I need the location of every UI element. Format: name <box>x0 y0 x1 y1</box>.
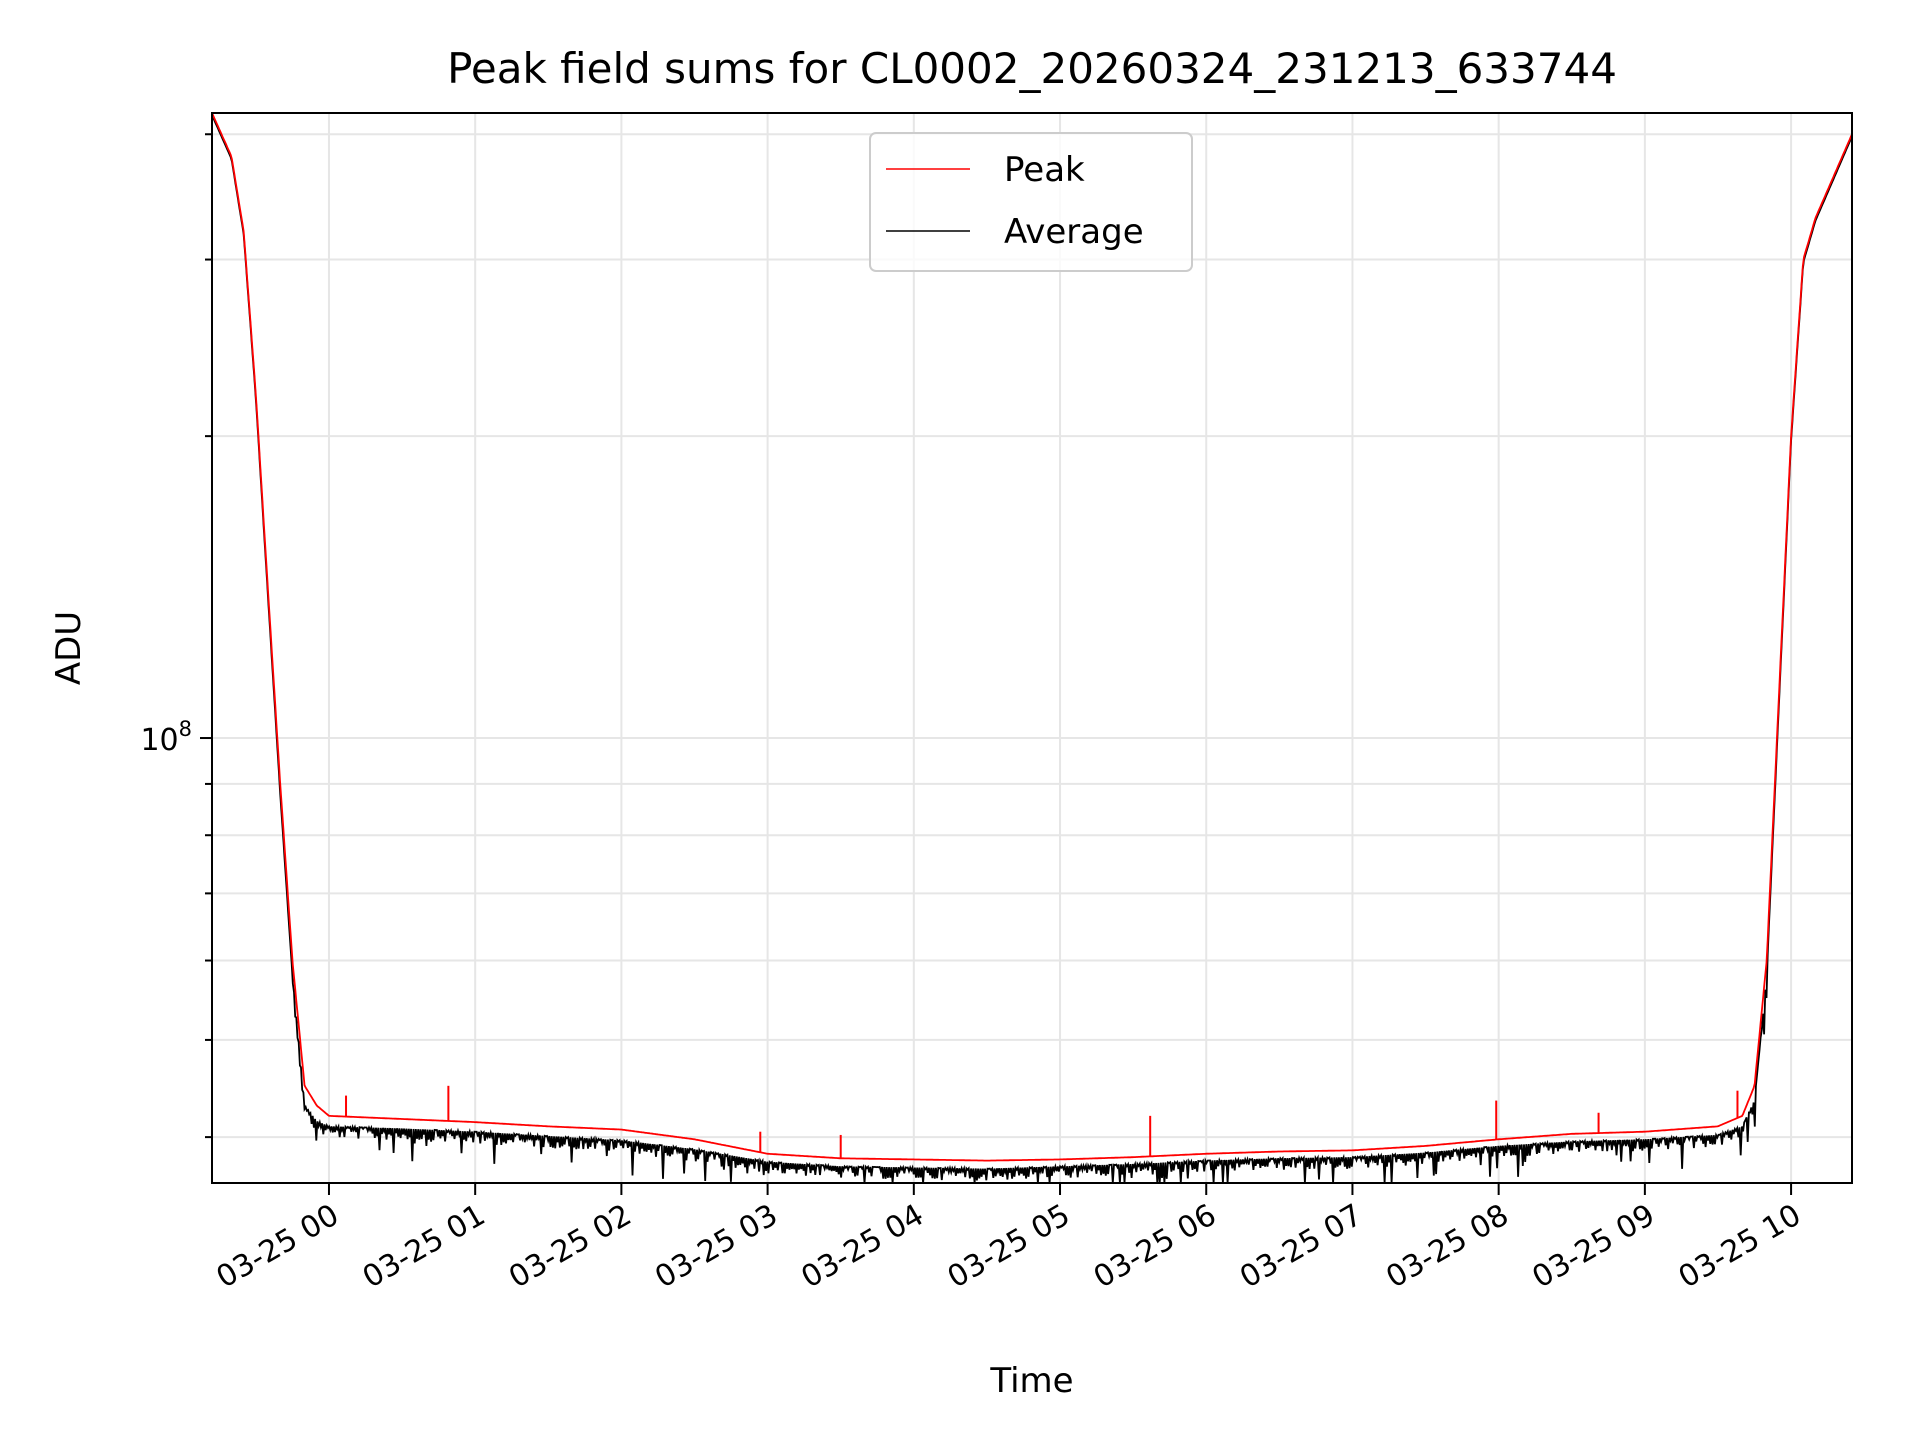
legend-label-average: Average <box>1004 212 1144 252</box>
y-tick-label-base: 10 <box>140 723 178 758</box>
y-axis-title: ADU <box>49 611 89 685</box>
x-axis-title: Time <box>989 1361 1073 1401</box>
y-tick-label: 108 <box>140 717 192 758</box>
chart-title: Peak field sums for CL0002_20260324_2312… <box>447 44 1617 93</box>
legend-label-peak: Peak <box>1004 150 1085 190</box>
series-line-average <box>211 114 1853 1184</box>
grid <box>212 113 1852 1183</box>
y-tick-label-exponent: 8 <box>179 717 192 741</box>
series-line-peak <box>211 112 1853 1162</box>
plot-area-frame <box>211 112 1853 1184</box>
series-layer <box>211 112 1853 1184</box>
legend: Peak Average <box>869 132 1193 272</box>
legend-box <box>869 132 1193 272</box>
